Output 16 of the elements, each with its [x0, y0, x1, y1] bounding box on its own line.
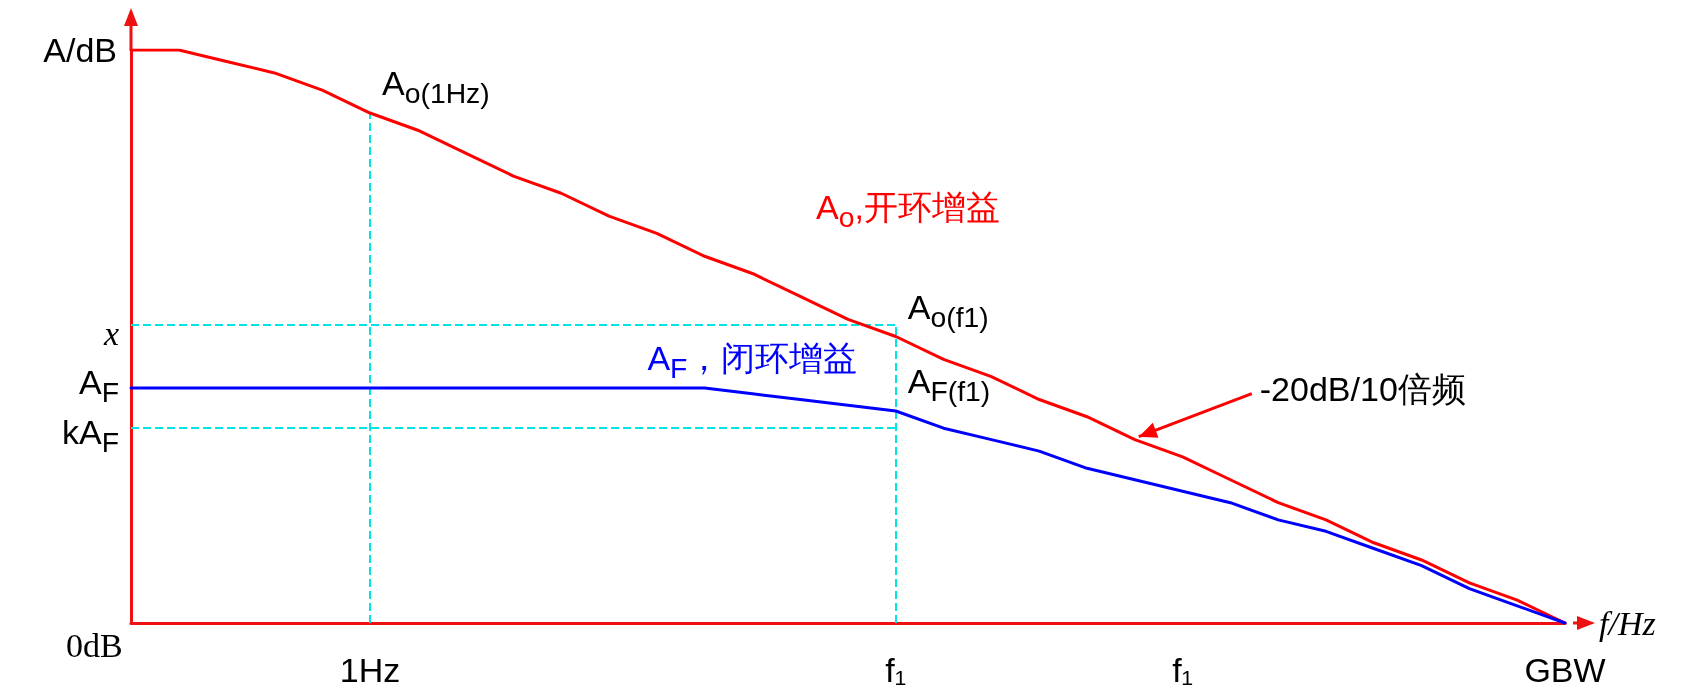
x-tick-label: 1Hz	[339, 651, 401, 689]
annotation: A$_{o(1Hz)}$	[382, 64, 490, 109]
ref-line-label: x	[104, 314, 120, 352]
series-label: A$_{o}$,开环增益	[816, 188, 1000, 234]
annotation: A$_{F(f1)}$	[907, 361, 991, 407]
annotation: -20dB/10倍频	[1259, 370, 1466, 409]
x-tick-label: GBW	[1524, 651, 1606, 689]
x-tick-label: f₁	[885, 651, 907, 689]
annotation: A$_{o(f1)}$	[907, 287, 989, 333]
text: A$_{F}$	[79, 363, 119, 409]
y-axis-title: A/dB	[43, 31, 117, 69]
x-axis-title: f/Hz	[1599, 604, 1656, 642]
ref-line-label: kA$_{F}$	[62, 413, 119, 459]
series-label: A$_{F}$，闭环增益	[647, 338, 858, 384]
text: 0dB	[66, 627, 123, 665]
x-tick-label: f₁	[1172, 651, 1194, 689]
